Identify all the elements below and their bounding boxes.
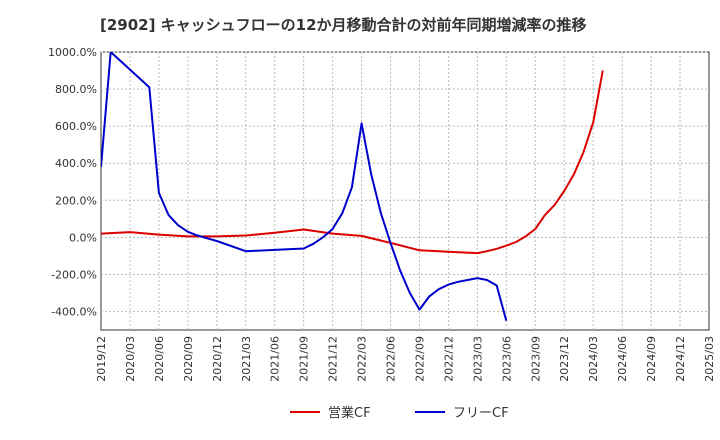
x-tick-label: 2023/09 <box>529 336 542 382</box>
y-tick-label: 1000.0% <box>48 46 97 59</box>
x-tick-label: 2023/03 <box>471 336 484 382</box>
x-axis-labels: 2019/12 2020/03 2020/06 2020/09 2020/12 2021/… <box>95 336 716 382</box>
x-tick-label: 2022/06 <box>385 336 398 382</box>
y-tick-label: 600.0% <box>55 120 97 133</box>
x-tick-label: 2019/12 <box>95 336 108 382</box>
y-tick-label: 200.0% <box>55 194 97 207</box>
y-tick-label: 0.0% <box>69 231 97 244</box>
plot-area <box>100 51 710 331</box>
series-lines <box>101 52 604 321</box>
x-tick-label: 2022/09 <box>413 336 426 382</box>
legend: 営業CF フリーCF <box>290 405 509 421</box>
x-tick-label: 2021/09 <box>298 336 311 382</box>
x-tick-label: 2020/09 <box>182 336 195 382</box>
y-tick-label: -400.0% <box>51 305 97 318</box>
x-tick-label: 2020/03 <box>124 336 137 382</box>
x-tick-label: 2025/03 <box>703 336 716 382</box>
x-tick-label: 2021/06 <box>269 336 282 382</box>
x-tick-label: 2024/12 <box>674 336 687 382</box>
legend-label: 営業CF <box>328 405 371 421</box>
x-tick-label: 2022/03 <box>356 336 369 382</box>
legend-label: フリーCF <box>453 406 509 421</box>
y-axis-labels: -400.0% -200.0% 0.0% 200.0% 400.0% 600.0% 800.… <box>48 46 97 318</box>
y-tick-label: 400.0% <box>55 157 97 170</box>
x-tick-label: 2020/06 <box>153 336 166 382</box>
x-tick-label: 2020/12 <box>211 336 224 382</box>
x-tick-label: 2024/06 <box>616 336 629 382</box>
series-line-1 <box>101 52 508 321</box>
x-tick-label: 2023/06 <box>500 336 513 382</box>
chart-title: [2902] キャッシュフローの12か月移動合計の対前年同期増減率の推移 <box>100 16 587 34</box>
y-tick-label: -200.0% <box>51 268 97 281</box>
y-tick-label: 800.0% <box>55 83 97 96</box>
x-tick-label: 2021/12 <box>327 336 340 382</box>
x-tick-label: 2021/03 <box>240 336 253 382</box>
x-tick-label: 2022/12 <box>442 336 455 382</box>
x-tick-label: 2023/12 <box>558 336 571 382</box>
series-line-0 <box>101 70 604 255</box>
x-tick-label: 2024/09 <box>645 336 658 382</box>
x-tick-label: 2024/03 <box>587 336 600 382</box>
